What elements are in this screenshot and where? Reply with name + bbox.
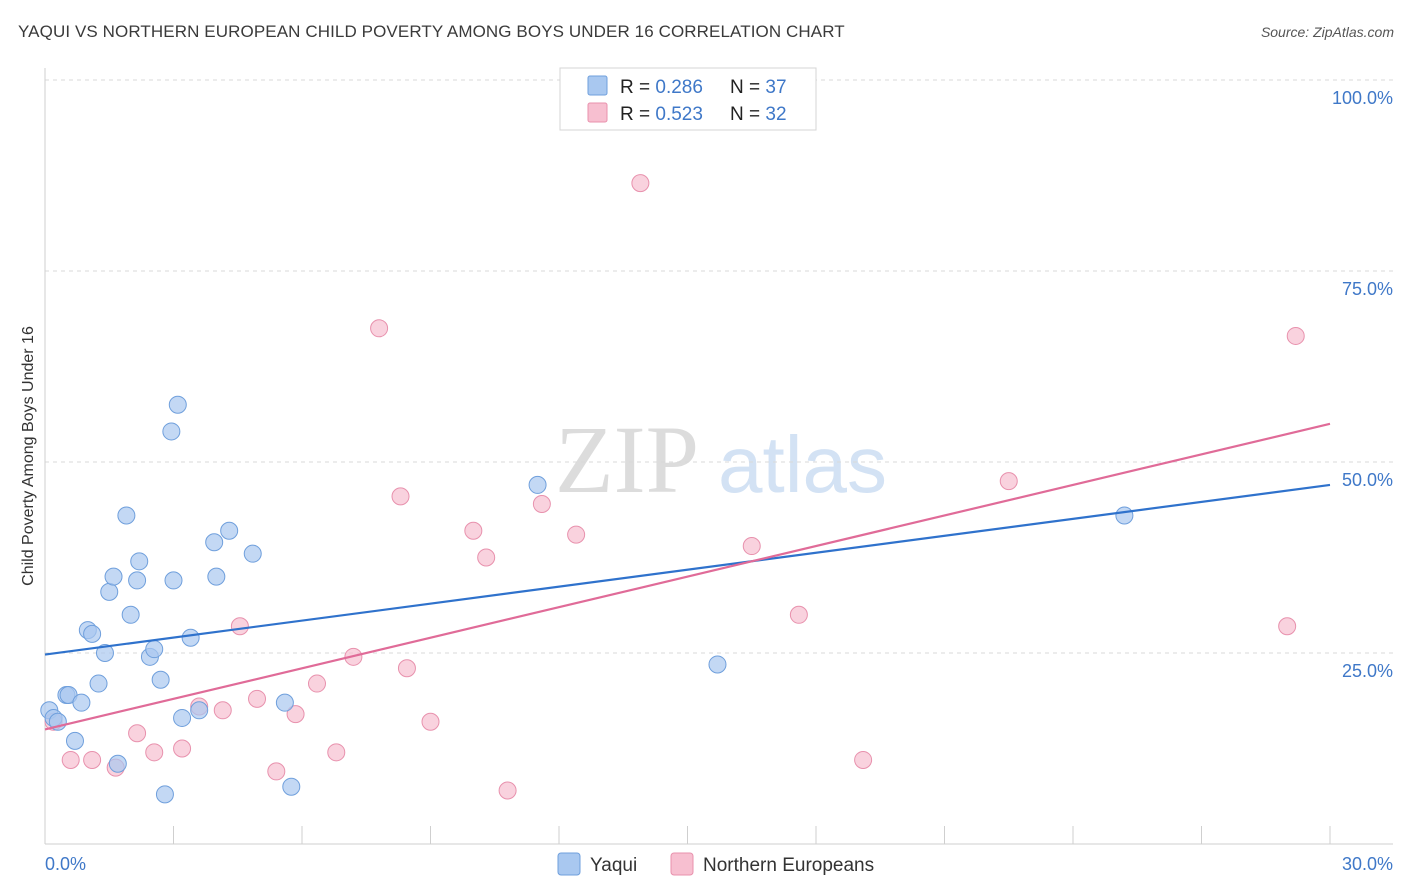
- legend-swatch-northern-europeans: [670, 852, 694, 876]
- stats-n-label-northern-europeans: N =: [730, 104, 765, 125]
- x-tick-labels: 0.0% 30.0%: [45, 854, 1393, 874]
- y-tick-labels: 25.0% 50.0% 75.0% 100.0%: [1332, 88, 1393, 681]
- point-northern-europeans: [173, 739, 192, 758]
- stats-legend-swatch-yaqui: [587, 75, 608, 96]
- watermark: ZIP atlas: [555, 406, 887, 513]
- trend-line-northern-europeans: [44, 422, 1331, 731]
- point-yaqui: [108, 754, 127, 773]
- point-yaqui: [173, 708, 192, 727]
- point-yaqui: [128, 571, 147, 590]
- grid-lines: [45, 79, 1393, 654]
- point-northern-europeans: [498, 781, 517, 800]
- y-tick-label: 75.0%: [1342, 279, 1393, 299]
- point-yaqui: [282, 777, 301, 796]
- point-northern-europeans: [532, 495, 551, 514]
- x-tick-label-min: 0.0%: [45, 854, 86, 874]
- point-yaqui: [168, 395, 187, 414]
- point-yaqui: [100, 582, 119, 601]
- point-northern-europeans: [397, 659, 416, 678]
- x-tick-label-max: 30.0%: [1342, 854, 1393, 874]
- stats-n-label-yaqui: N =: [730, 77, 765, 98]
- chart-title: YAQUI VS NORTHERN EUROPEAN CHILD POVERTY…: [18, 22, 845, 41]
- series-legend: Yaqui Northern Europeans: [557, 852, 874, 876]
- point-northern-europeans: [248, 689, 267, 708]
- point-yaqui: [121, 605, 140, 624]
- point-yaqui: [83, 624, 102, 643]
- stats-r-label-northern-europeans: R =: [620, 104, 655, 125]
- point-northern-europeans: [742, 537, 761, 556]
- point-northern-europeans: [145, 743, 164, 762]
- point-yaqui: [130, 552, 149, 571]
- point-yaqui: [1115, 506, 1134, 525]
- point-northern-europeans: [477, 548, 496, 567]
- point-yaqui: [145, 640, 164, 659]
- point-northern-europeans: [213, 701, 232, 720]
- svg-text:R = 0.286 N = 37: R = 0.286 N = 37: [620, 77, 787, 98]
- legend-label-yaqui: Yaqui: [590, 855, 637, 876]
- point-yaqui: [275, 693, 294, 712]
- stats-n-value-northern-europeans: 32: [765, 104, 786, 125]
- point-yaqui: [65, 731, 84, 750]
- point-northern-europeans: [83, 750, 102, 769]
- point-northern-europeans: [267, 762, 286, 781]
- x-axis-ticks: [44, 826, 1331, 844]
- point-yaqui: [162, 422, 181, 441]
- point-yaqui: [528, 475, 547, 494]
- point-northern-europeans: [631, 174, 650, 193]
- svg-text:R = 0.523 N = 32: R = 0.523 N = 32: [620, 104, 787, 125]
- point-northern-europeans: [567, 525, 586, 544]
- stats-legend-swatch-northern-europeans: [587, 102, 608, 123]
- y-axis-label: Child Poverty Among Boys Under 16: [20, 326, 37, 586]
- stats-r-value-yaqui: 0.286: [655, 77, 703, 98]
- point-yaqui: [117, 506, 136, 525]
- point-northern-europeans: [230, 617, 249, 636]
- point-northern-europeans: [1286, 326, 1305, 345]
- point-yaqui: [220, 521, 239, 540]
- point-northern-europeans: [286, 705, 305, 724]
- y-tick-label: 50.0%: [1342, 470, 1393, 490]
- legend-label-northern-europeans: Northern Europeans: [703, 855, 874, 876]
- point-yaqui: [72, 693, 91, 712]
- y-tick-label: 25.0%: [1342, 661, 1393, 681]
- y-tick-label: 100.0%: [1332, 88, 1393, 108]
- point-northern-europeans: [1278, 617, 1297, 636]
- trend-line-yaqui: [44, 483, 1331, 656]
- point-yaqui: [89, 674, 108, 693]
- point-yaqui: [205, 533, 224, 552]
- stats-r-label-yaqui: R =: [620, 77, 655, 98]
- point-northern-europeans: [327, 743, 346, 762]
- point-northern-europeans: [61, 750, 80, 769]
- point-yaqui: [207, 567, 226, 586]
- point-northern-europeans: [128, 724, 147, 743]
- watermark-zip: ZIP: [555, 406, 699, 513]
- point-northern-europeans: [307, 674, 326, 693]
- stats-r-value-northern-europeans: 0.523: [655, 104, 703, 125]
- point-yaqui: [95, 644, 114, 662]
- legend-swatch-yaqui: [557, 852, 581, 876]
- point-yaqui: [155, 785, 174, 804]
- point-northern-europeans: [464, 521, 483, 540]
- point-yaqui: [708, 655, 727, 674]
- point-yaqui: [181, 628, 200, 647]
- point-northern-europeans: [391, 487, 410, 506]
- stats-legend: R = 0.286 N = 37 R = 0.523 N = 32: [559, 67, 817, 131]
- point-northern-europeans: [789, 605, 808, 624]
- point-yaqui: [243, 544, 262, 563]
- point-yaqui: [190, 701, 209, 720]
- trend-lines: [44, 422, 1331, 731]
- point-yaqui: [164, 571, 183, 590]
- watermark-atlas: atlas: [718, 420, 887, 509]
- point-northern-europeans: [370, 319, 389, 338]
- stats-n-value-yaqui: 37: [765, 77, 786, 98]
- point-northern-europeans: [421, 712, 440, 731]
- point-northern-europeans: [854, 750, 873, 769]
- point-northern-europeans: [999, 472, 1018, 491]
- series-yaqui-points: [40, 395, 1134, 804]
- source-credit: Source: ZipAtlas.com: [1260, 24, 1394, 40]
- point-yaqui: [104, 567, 123, 586]
- point-yaqui: [151, 670, 170, 689]
